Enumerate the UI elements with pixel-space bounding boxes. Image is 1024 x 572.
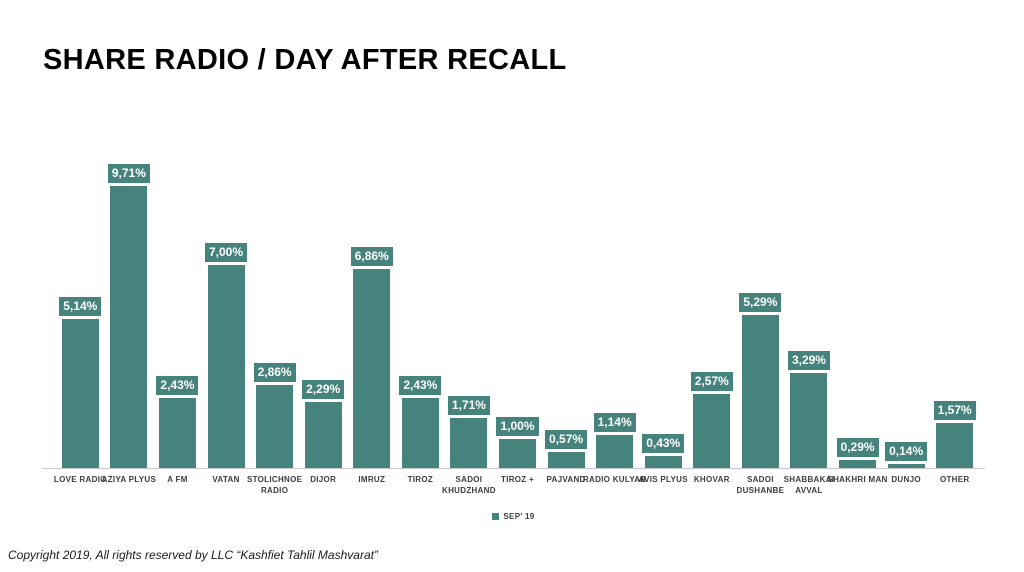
bar bbox=[61, 318, 99, 468]
legend-swatch-icon bbox=[492, 513, 500, 520]
category-label: RADIO KULYAB bbox=[582, 475, 647, 484]
bar-value-label: 2,86% bbox=[253, 363, 296, 383]
bar-value-label: 6,86% bbox=[350, 247, 393, 267]
legend: SEP' 19 bbox=[42, 512, 985, 521]
bar-column: 9,71% bbox=[105, 164, 154, 468]
bar-value-label: 2,57% bbox=[690, 371, 733, 391]
legend-label: SEP' 19 bbox=[503, 512, 535, 521]
bar-value-label: 5,14% bbox=[59, 296, 102, 316]
bar bbox=[547, 451, 585, 468]
bar bbox=[304, 401, 342, 468]
bar bbox=[110, 186, 148, 468]
chart-title: SHARE RADIO / DAY AFTER RECALL bbox=[43, 44, 567, 76]
category-label: IMRUZ bbox=[358, 475, 386, 484]
bar-column: 1,57% bbox=[930, 400, 979, 468]
bar-value-label: 7,00% bbox=[205, 243, 248, 262]
bar-column: 2,57% bbox=[688, 371, 737, 468]
bar-column: 1,00% bbox=[493, 417, 542, 468]
bar-column: 2,43% bbox=[396, 375, 445, 468]
category-label: A FM bbox=[167, 475, 188, 484]
bar-column: 5,29% bbox=[736, 292, 785, 468]
bar bbox=[693, 393, 731, 468]
bar bbox=[936, 422, 974, 468]
bar-value-label: 5,29% bbox=[739, 292, 782, 312]
bar-column: 6,86% bbox=[347, 247, 396, 468]
bar-value-label: 0,14% bbox=[885, 441, 928, 461]
bar bbox=[498, 439, 536, 468]
category-label: LOVE RADIO bbox=[53, 475, 107, 484]
bar-column: 0,29% bbox=[833, 437, 882, 468]
plot-area: 5,14% 9,71% 2,43% 7,00% 2,86% 2,29% 6,86% 2,43%… bbox=[42, 164, 985, 469]
bar-value-label: 1,71% bbox=[447, 396, 490, 416]
bar-column: 2,86% bbox=[250, 363, 299, 468]
bar-value-label: 2,43% bbox=[156, 375, 199, 395]
bar-column: 5,14% bbox=[56, 296, 105, 468]
bar bbox=[207, 265, 245, 468]
bar bbox=[596, 434, 634, 468]
category-label: OTHER bbox=[939, 475, 970, 484]
bar bbox=[887, 463, 925, 468]
category-label: PAJVAND bbox=[546, 475, 586, 484]
bar-column: 0,57% bbox=[542, 429, 591, 468]
bar-value-label: 9,71% bbox=[107, 164, 150, 184]
bar bbox=[839, 459, 877, 468]
bar bbox=[353, 269, 391, 468]
bar bbox=[644, 455, 682, 468]
category-label: DUNJO bbox=[891, 475, 921, 484]
category-label: SHAKHRI MAN bbox=[827, 475, 888, 484]
bar bbox=[790, 372, 828, 468]
category-label: AZIYA PLYUS bbox=[101, 475, 157, 484]
bar-column: 1,14% bbox=[590, 412, 639, 468]
category-label: KHOVAR bbox=[693, 475, 730, 484]
category-label: SHABBAKAI AVVAL bbox=[783, 475, 835, 495]
bar-column: 2,43% bbox=[153, 375, 202, 468]
category-label: SADOI DUSHANBE bbox=[736, 475, 785, 495]
bar-value-label: 1,00% bbox=[496, 417, 539, 436]
bar-value-label: 2,29% bbox=[302, 379, 345, 399]
bar-chart: 5,14% 9,71% 2,43% 7,00% 2,86% 2,29% 6,86% 2,43%… bbox=[42, 164, 985, 496]
bar bbox=[741, 314, 779, 468]
bar-value-label: 1,57% bbox=[933, 400, 976, 420]
bar-column: 7,00% bbox=[202, 243, 251, 468]
bar-value-label: 2,43% bbox=[399, 375, 442, 395]
bar bbox=[401, 397, 439, 468]
bar-column: 3,29% bbox=[785, 350, 834, 468]
category-label: TIROZ bbox=[407, 475, 434, 484]
category-label: AVIS PLYUS bbox=[638, 475, 688, 484]
bar-column: 1,71% bbox=[445, 396, 494, 468]
copyright-text: Copyright 2019, All rights reserved by L… bbox=[8, 548, 378, 562]
category-label: TIROZ + bbox=[500, 475, 534, 484]
bar-column: 2,29% bbox=[299, 379, 348, 468]
bar-value-label: 0,29% bbox=[836, 437, 879, 457]
category-label: STOLICHNOE RADIO bbox=[246, 475, 303, 495]
bar-value-label: 0,57% bbox=[545, 429, 588, 449]
bar-value-label: 0,43% bbox=[642, 433, 685, 453]
bar bbox=[256, 385, 294, 468]
bar bbox=[158, 397, 196, 468]
bar bbox=[450, 418, 488, 468]
category-label: DIJOR bbox=[310, 475, 337, 484]
bar-value-label: 1,14% bbox=[593, 412, 636, 432]
bar-column: 0,14% bbox=[882, 441, 931, 468]
bar-value-label: 3,29% bbox=[787, 350, 830, 370]
category-label: VATAN bbox=[212, 475, 240, 484]
category-axis: LOVE RADIO AZIYA PLYUS A FM VATAN STOLICHNOE… bbox=[42, 474, 985, 496]
category-label: SADOI KHUDZHAND bbox=[442, 475, 496, 495]
bar-column: 0,43% bbox=[639, 433, 688, 468]
